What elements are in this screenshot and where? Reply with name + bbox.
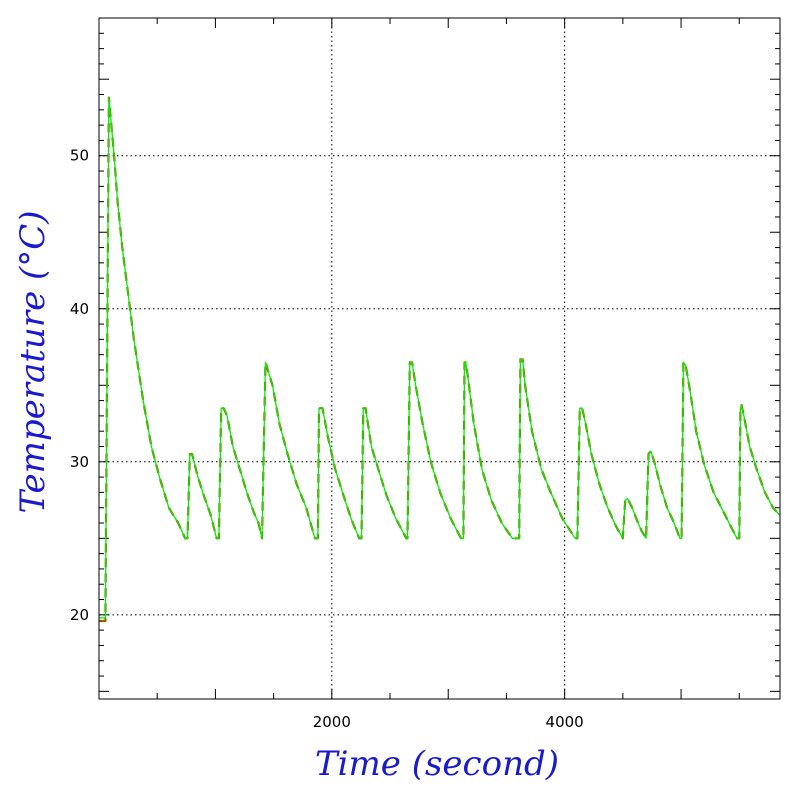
gridlines	[99, 18, 780, 699]
series-line-2	[99, 96, 781, 619]
y-tick-label: 50	[70, 147, 89, 165]
x-axis-title: Time (second)	[315, 744, 559, 784]
y-tick-label: 40	[70, 300, 89, 318]
x-tick-label: 4000	[546, 713, 584, 731]
minor-ticks	[99, 18, 780, 699]
tick-labels: 2000 4000 20 30 40 50	[70, 147, 584, 731]
y-tick-label: 30	[70, 453, 89, 471]
x-tick-label: 2000	[313, 713, 351, 731]
series-lines	[99, 96, 781, 623]
plot-frame	[98, 17, 781, 700]
series-line-1	[99, 96, 781, 623]
y-axis-title: Temperature (°C)	[13, 210, 53, 513]
y-tick-label: 20	[70, 606, 89, 624]
